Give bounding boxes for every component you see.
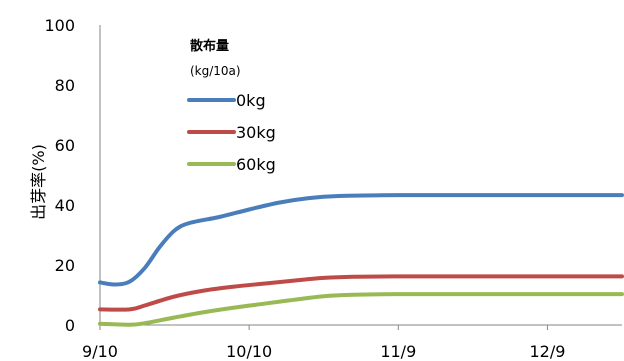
x-tick-label: 9/10	[82, 342, 118, 361]
y-tick-label: 40	[55, 196, 75, 215]
legend-label: 0kg	[236, 91, 266, 110]
axes: 0 20 40 60 80 100 9/10 10/10 11/9 12/9	[44, 16, 622, 361]
legend-subtitle: (kg/10a)	[190, 64, 241, 78]
series-lines	[98, 193, 624, 327]
series-line-60kg	[98, 292, 624, 327]
y-tick-label: 80	[55, 76, 75, 95]
y-tick-label: 20	[55, 256, 75, 275]
x-tick-label: 11/9	[380, 342, 416, 361]
y-tick-label: 0	[65, 316, 75, 335]
legend: 散布量 (kg/10a) 0kg 30kg 60kg	[187, 38, 276, 174]
legend-title: 散布量	[190, 38, 229, 54]
legend-label: 30kg	[236, 123, 276, 142]
series-line-0kg	[98, 193, 624, 287]
legend-label: 60kg	[236, 155, 276, 174]
series-line-30kg	[98, 274, 624, 312]
y-tick-label: 100	[44, 16, 75, 35]
y-tick-label: 60	[55, 136, 75, 155]
x-tick-label: 12/9	[529, 342, 565, 361]
y-axis-label: 出芽率(%)	[29, 144, 48, 220]
x-tick-label: 10/10	[226, 342, 272, 361]
